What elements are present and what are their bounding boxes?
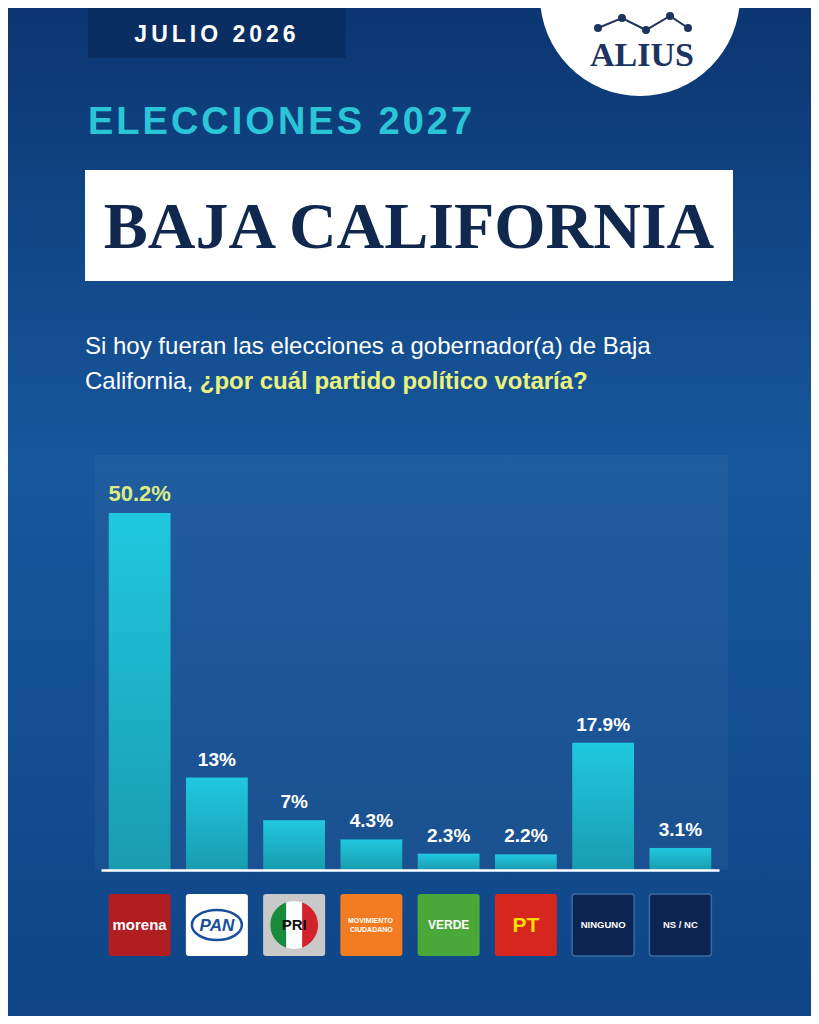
background (8, 8, 811, 1016)
date: JULIO 2026 (134, 21, 299, 47)
party-logo (418, 894, 480, 956)
tick-label: NS / NC (663, 919, 698, 930)
party-logo (495, 894, 557, 956)
tick-label: morena (113, 916, 168, 933)
tick: MOVIMIENTO CIUDADANO (340, 894, 402, 956)
data-label: 2.3% (427, 825, 470, 846)
tick: VERDE (418, 894, 480, 956)
chart-svg: JULIO 2026 ALIUS ELECCIONES 2027 BAJA CALIF… (0, 0, 819, 1024)
brand-dot (684, 24, 692, 32)
plot-backdrop (95, 455, 728, 870)
bar (649, 848, 711, 870)
tick-label: PRI (282, 916, 307, 933)
chart-root: JULIO 2026 ALIUS ELECCIONES 2027 BAJA CALIF… (0, 0, 819, 1024)
brand-badge (540, 0, 740, 96)
party-logo (572, 894, 634, 956)
tick: NINGUNO (572, 894, 634, 956)
data-label: 13% (198, 749, 236, 770)
tick-label: PAN (200, 916, 235, 935)
party-logo (649, 894, 711, 956)
bar (572, 743, 634, 870)
party-logo (263, 894, 325, 956)
logo-pri-white (270, 901, 318, 949)
kicker: ELECCIONES 2027 (88, 100, 475, 142)
x-axis: morena PAN PRI MOVIMIENTO CIUDADANO VERDE PT N… (102, 871, 720, 957)
data-label: 4.3% (350, 810, 393, 831)
bars (109, 513, 712, 870)
page: JULIO 2026 ALIUS ELECCIONES 2027 BAJA CALIF… (0, 0, 819, 1024)
title: BAJA CALIFORNIA (104, 189, 715, 262)
tick-label-line: MOVIMIENTO (348, 917, 395, 924)
tick: PRI (263, 894, 325, 956)
tick: morena (109, 894, 171, 956)
bar (186, 778, 248, 870)
logo-oval (192, 910, 242, 940)
bar (340, 839, 402, 870)
party-logo (109, 894, 171, 956)
bar (418, 854, 480, 870)
tick: PT (495, 894, 557, 956)
tick-label: MOVIMIENTO CIUDADANO (348, 917, 395, 933)
title-box (85, 170, 733, 281)
data-label: 2.2% (504, 825, 547, 846)
tick: NS / NC (649, 894, 711, 956)
bar (495, 854, 557, 870)
data-labels: 50.2% 13% 7% 4.3% 2.3% 2.2% 17.9% 3.1% (108, 481, 702, 846)
party-logo (186, 894, 248, 956)
data-label: 3.1% (659, 819, 702, 840)
data-label: 50.2% (108, 481, 170, 506)
bar (263, 820, 325, 870)
question: Si hoy fueran las elecciones a gobernado… (85, 328, 750, 398)
brand: ALIUS (590, 36, 694, 73)
logo-pri (270, 901, 318, 949)
tick-label: PT (512, 913, 539, 936)
bar (109, 513, 171, 870)
tick-label: NINGUNO (581, 919, 626, 930)
data-label: 17.9% (576, 714, 630, 735)
brand-dot (666, 12, 674, 20)
brand-dot (618, 14, 626, 22)
brand-dot (642, 26, 650, 34)
tick: PAN (186, 894, 248, 956)
frame (0, 0, 819, 1024)
axis-line (102, 869, 720, 872)
question-highlight: ¿por cuál partido político votaría? (200, 367, 588, 394)
tick-label: VERDE (428, 918, 469, 932)
tick-label-line: CIUDADANO (350, 926, 393, 933)
brand-dot (594, 24, 602, 32)
party-logo (340, 894, 402, 956)
date-tab (88, 8, 346, 58)
data-label: 7% (280, 791, 308, 812)
